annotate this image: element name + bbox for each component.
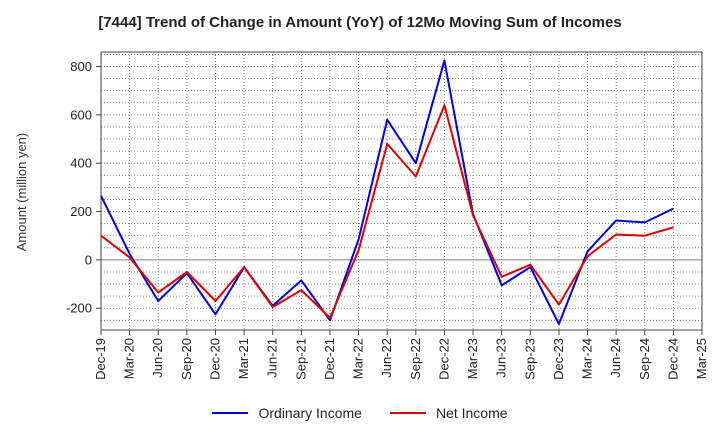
legend-label-ordinary-income: Ordinary Income [258,405,362,421]
y-tick-label: -200 [66,301,92,316]
series-line-ordinary-income [100,59,674,325]
legend-swatch-net-income [389,412,426,414]
y-tick-label: 0 [85,252,92,267]
x-tick-label: Jun-22 [379,338,394,378]
x-tick-label: Sep-22 [408,338,423,380]
x-tick-label: Mar-22 [351,338,366,379]
x-tick-label: Mar-21 [236,338,251,379]
x-tick-label: Jun-20 [150,338,165,378]
chart-title: [7444] Trend of Change in Amount (YoY) o… [98,14,622,31]
legend-swatch-ordinary-income [212,412,249,414]
x-tick-label: Dec-23 [551,338,566,380]
x-tick-label: Dec-20 [207,338,222,380]
x-tick-label: Dec-24 [665,338,680,380]
x-tick-label: Mar-20 [122,338,137,379]
x-tick-label: Jun-23 [494,338,509,378]
x-tick-label: Dec-22 [436,338,451,380]
y-tick-label: 600 [70,107,92,122]
x-tick-label: Sep-23 [522,338,537,380]
x-tick-label: Dec-21 [322,338,337,380]
x-tick-label: Mar-25 [694,338,709,379]
x-tick-label: Mar-24 [580,338,595,379]
y-tick-label: 800 [70,59,92,74]
x-tick-label: Dec-19 [93,338,108,380]
x-tick-label: Jun-21 [265,338,280,378]
y-tick-label: 200 [70,204,92,219]
x-tick-label: Jun-24 [608,338,623,378]
x-tick-label: Sep-24 [637,338,652,380]
x-tick-label: Sep-20 [179,338,194,380]
legend-item-net-income: Net Income [389,405,508,421]
legend: Ordinary Income Net Income [0,405,720,421]
x-tick-label: Mar-23 [465,338,480,379]
x-tick-label: Sep-21 [293,338,308,380]
series-line-net-income [100,104,674,319]
plot-frame [100,51,703,331]
legend-item-ordinary-income: Ordinary Income [212,405,362,421]
legend-label-net-income: Net Income [435,405,508,421]
y-tick-label: 400 [70,156,92,171]
